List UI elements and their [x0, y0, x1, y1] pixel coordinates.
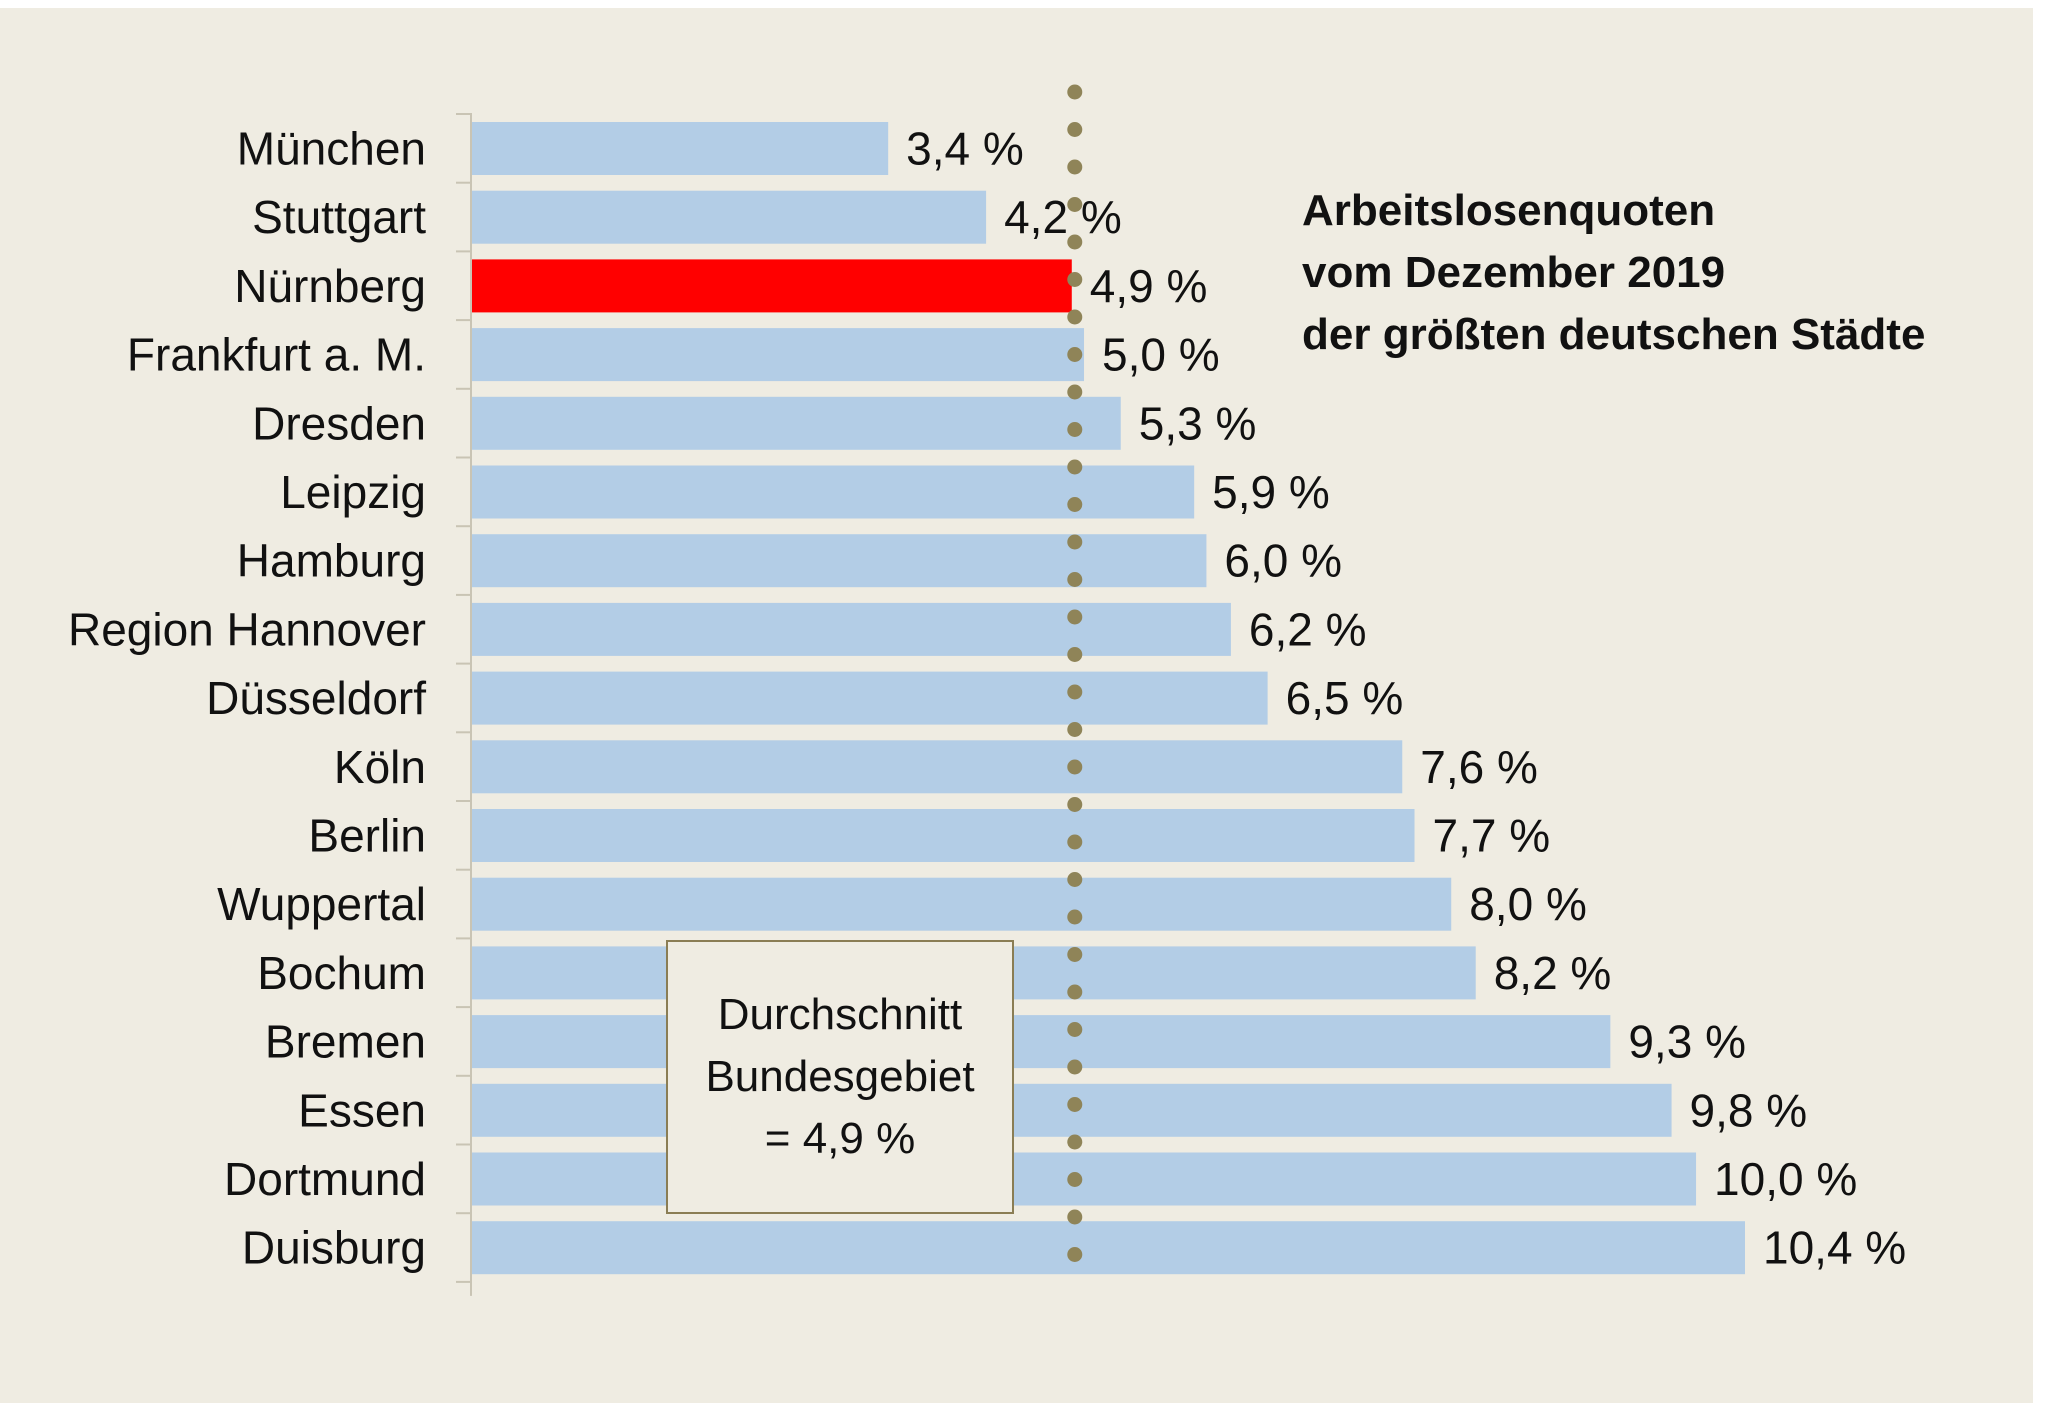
bar-10: [472, 740, 1403, 794]
value-label: 7,7 %: [1433, 810, 1551, 862]
value-label: 6,5 %: [1286, 672, 1404, 724]
bar-5: [472, 396, 1121, 450]
y-axis: [456, 113, 472, 1296]
bar-1: [472, 122, 889, 175]
value-label: 8,0 %: [1469, 878, 1587, 930]
category-label: Bochum: [257, 947, 426, 999]
average-line-dot: [1067, 159, 1083, 175]
average-line-dot: [1067, 834, 1083, 850]
value-label: 10,4 %: [1763, 1222, 1906, 1274]
average-line-dot: [1067, 1209, 1083, 1225]
bar-8: [472, 602, 1231, 656]
category-labels: München Stuttgart Nürnberg Frankfurt a. M. D…: [68, 123, 426, 1274]
value-labels: 3,4 % 4,2 % 4,9 % 5,0 % 5,3 % 5,9 % 6,0 % 6,2 %…: [906, 123, 1906, 1274]
bar-3: [472, 259, 1072, 313]
average-line-dot: [1067, 534, 1083, 550]
bar-14: [472, 1015, 1611, 1069]
value-label: 5,3 %: [1139, 397, 1257, 449]
value-label: 5,9 %: [1212, 466, 1330, 518]
value-label: 6,2 %: [1249, 603, 1367, 655]
category-label: Essen: [298, 1084, 426, 1136]
average-line-dot: [1067, 984, 1083, 1000]
average-line-dot: [1067, 459, 1083, 475]
average-line-dot: [1067, 684, 1083, 700]
average-line-dot: [1067, 947, 1083, 962]
average-line-dot: [1067, 909, 1083, 925]
bar-11: [472, 809, 1415, 862]
category-label: Duisburg: [242, 1222, 426, 1274]
value-label: 3,4 %: [906, 123, 1024, 175]
average-line-dot: [1067, 422, 1083, 437]
average-line-dot: [1067, 1134, 1083, 1150]
chart-title-line-1: Arbeitslosenquoten: [1302, 186, 1716, 235]
average-line-dot: [1067, 872, 1083, 887]
average-line-dot: [1067, 759, 1083, 775]
category-label: München: [237, 123, 426, 175]
category-label: Hamburg: [237, 535, 426, 587]
chart-panel: München Stuttgart Nürnberg Frankfurt a. M. D…: [0, 8, 2033, 1403]
value-label: 6,0 %: [1224, 535, 1342, 587]
average-line-dot: [1067, 197, 1083, 212]
bar-12: [472, 877, 1452, 931]
average-line-dot: [1067, 384, 1083, 400]
bars: [472, 122, 1745, 1275]
bar-16: [472, 1152, 1697, 1206]
category-label: Bremen: [265, 1016, 426, 1068]
value-label: 9,8 %: [1690, 1084, 1808, 1136]
average-line-dot: [1067, 309, 1083, 325]
average-line-dot: [1067, 84, 1083, 100]
average-line-dot: [1067, 347, 1083, 362]
average-line-dot: [1067, 497, 1083, 512]
average-label-line-1: Durchschnitt: [717, 990, 963, 1039]
category-label: Wuppertal: [217, 878, 426, 930]
value-label: 4,9 %: [1090, 260, 1208, 312]
average-line-dot: [1067, 234, 1083, 250]
average-line-dot: [1067, 647, 1083, 662]
average-line-dot: [1067, 1022, 1083, 1037]
category-label: Stuttgart: [252, 191, 426, 243]
category-label: Berlin: [308, 810, 426, 862]
average-line-dot: [1067, 272, 1083, 287]
chart-title-line-3: der größten deutschen Städte: [1302, 310, 1926, 359]
average-label-line-3: = 4,9 %: [764, 1114, 916, 1163]
bar-chart: München Stuttgart Nürnberg Frankfurt a. M. D…: [68, 84, 1906, 1296]
chart-title-line-2: vom Dezember 2019: [1302, 248, 1726, 297]
average-line: [1067, 84, 1083, 1262]
category-label: Nürnberg: [234, 260, 426, 312]
bar-4: [472, 328, 1085, 382]
average-line-dot: [1067, 797, 1083, 812]
category-label: Leipzig: [280, 466, 426, 518]
value-label: 10,0 %: [1714, 1153, 1857, 1205]
bar-7: [472, 534, 1207, 588]
bar-9: [472, 671, 1268, 725]
category-label: Dortmund: [224, 1153, 426, 1205]
chart-title: Arbeitslosenquoten vom Dezember 2019 der…: [1302, 180, 1925, 366]
average-line-dot: [1067, 1059, 1083, 1075]
value-label: 4,2 %: [1004, 191, 1122, 243]
category-label: Frankfurt a. M.: [127, 329, 426, 381]
average-line-dot: [1067, 572, 1083, 587]
average-line-dot: [1067, 1172, 1083, 1187]
bar-17: [472, 1221, 1745, 1275]
category-label: Köln: [334, 741, 426, 793]
category-label: Düsseldorf: [206, 672, 426, 724]
value-label: 8,2 %: [1494, 947, 1612, 999]
bar-6: [472, 465, 1195, 519]
average-label-line-2: Bundesgebiet: [705, 1052, 975, 1101]
category-label: Dresden: [252, 397, 426, 449]
average-line-dot: [1067, 609, 1083, 625]
value-label: 5,0 %: [1102, 329, 1220, 381]
category-label: Region Hannover: [68, 603, 426, 655]
average-line-dot: [1067, 122, 1083, 137]
average-line-dot: [1067, 1097, 1083, 1112]
average-annotation-box: Durchschnitt Bundesgebiet = 4,9 %: [666, 940, 1014, 1214]
value-label: 7,6 %: [1420, 741, 1538, 793]
average-line-dot: [1067, 722, 1083, 737]
value-label: 9,3 %: [1628, 1016, 1746, 1068]
average-line-dot: [1067, 1247, 1083, 1262]
bar-2: [472, 190, 987, 244]
